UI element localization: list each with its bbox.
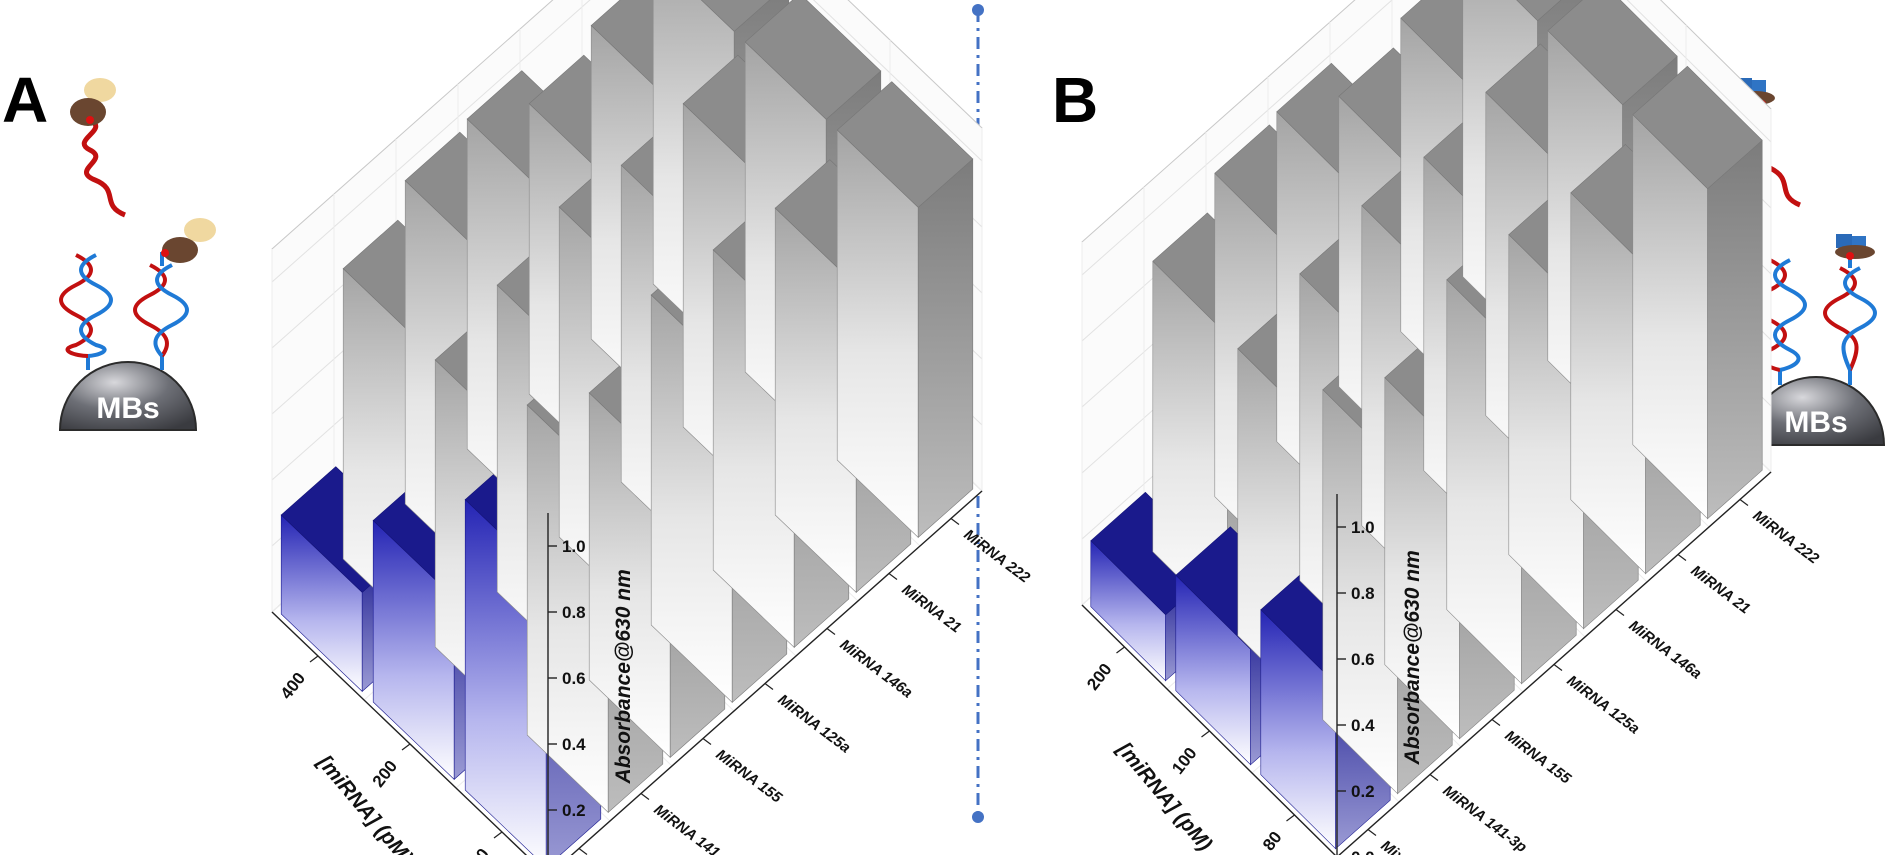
x-tick (1117, 647, 1125, 653)
y-tick (1616, 610, 1624, 616)
bar-face-side (918, 159, 973, 537)
x-category-label: 100 (461, 845, 493, 855)
y-tick (765, 684, 773, 690)
y-category-label: MiRNA 141-3p (1440, 782, 1530, 855)
figure-canvas: A B MBs (0, 0, 1890, 855)
dna-duplex-right-b (1825, 255, 1875, 385)
x-tick (1287, 815, 1295, 821)
x-category-label: 200 (369, 757, 401, 791)
y-tick (1740, 500, 1748, 506)
y-category-label: MiRNA 21 (899, 581, 965, 636)
y-category-label: MiRNA 21 (1688, 562, 1754, 617)
y-tick (1554, 665, 1562, 671)
z-tick-label: 0.6 (1351, 650, 1375, 669)
z-tick-label: 0.2 (1351, 782, 1375, 801)
y-tick (579, 849, 587, 855)
y-category-label: MiRNA 146a (837, 636, 916, 701)
y-tick (827, 629, 835, 635)
z-tick-label: 0.0 (1351, 848, 1375, 855)
y-category-label: MiRNA 146a (1626, 617, 1705, 682)
bar (1633, 66, 1762, 518)
mbs-label-a: MBs (96, 392, 159, 425)
y-tick (951, 519, 959, 525)
y-tick (1368, 830, 1376, 836)
x-category-label: 100 (1168, 744, 1200, 778)
mbs-label-b: MBs (1784, 406, 1847, 439)
x-axis-title: [miRNA] (pM) (312, 750, 416, 855)
bar (837, 82, 973, 538)
x-tick (494, 832, 502, 838)
x-tick (310, 656, 318, 662)
y-tick (1678, 555, 1686, 561)
dna-duplex-right-a (135, 252, 187, 370)
y-category-label: MiRNA 222 (1750, 507, 1823, 568)
x-tick (402, 744, 410, 750)
y-category-label: MiRNA 155 (1502, 727, 1575, 788)
z-tick-label: 0.6 (562, 669, 586, 688)
y-category-label: Mix (1378, 837, 1409, 855)
dna-duplex-left-a (61, 255, 111, 370)
bar-face-side (1708, 140, 1763, 518)
x-category-label: 400 (277, 669, 309, 703)
z-tick-label: 0.8 (1351, 584, 1375, 603)
bar-chart-3d-b: 0.0 0.2 0.4 0.6 0.8 1.0 Absorbance@630 nm MiRNA… (1082, 0, 1822, 855)
y-category-label: MiRNA 125a (1564, 672, 1643, 737)
z-axis-title: Absorbance@630 nm (1401, 550, 1424, 765)
z-tick-label: 0.4 (562, 735, 586, 754)
y-tick (641, 794, 649, 800)
z-tick-label: 1.0 (562, 537, 586, 556)
y-category-label: MiRNA 141-3p (651, 801, 741, 855)
z-tick-label: 1.0 (1351, 518, 1375, 537)
y-category-label: MiRNA 222 (961, 526, 1034, 587)
y-tick (1430, 775, 1438, 781)
z-axis-title: Absorbance@630 nm (612, 569, 635, 784)
x-category-label: 200 (1083, 660, 1115, 694)
y-category-label: MiRNA 155 (713, 746, 786, 807)
released-strand-a (84, 120, 125, 215)
z-tick-label: 0.8 (562, 603, 586, 622)
assay-illustration-a: MBs (60, 78, 216, 430)
z-tick-label: 0.4 (1351, 716, 1375, 735)
x-axis-title: [miRNA] (pM) (1112, 737, 1216, 855)
x-tick (1202, 731, 1210, 737)
y-tick (703, 739, 711, 745)
y-tick (889, 574, 897, 580)
y-category-label: MiRNA 125a (775, 691, 854, 756)
nanozyme-cluster-a (70, 78, 216, 263)
y-tick (1492, 720, 1500, 726)
panel-a-label: A (2, 64, 48, 136)
panel-b-label: B (1052, 64, 1098, 136)
z-tick-label: 0.2 (562, 801, 586, 820)
x-category-label: 80 (1259, 828, 1286, 855)
